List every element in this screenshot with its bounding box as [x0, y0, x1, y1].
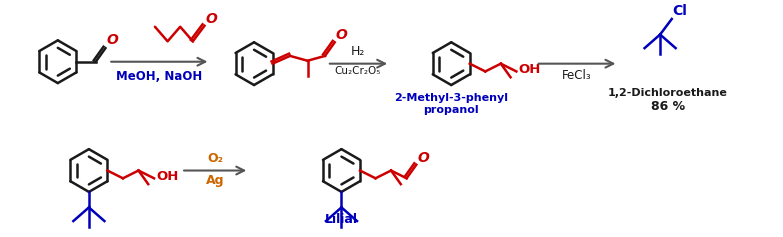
Text: H₂: H₂: [351, 45, 365, 58]
Text: O: O: [205, 12, 217, 26]
Text: O: O: [336, 28, 348, 42]
Text: propanol: propanol: [424, 105, 479, 115]
Text: Cl: Cl: [673, 4, 687, 18]
Text: Lilial: Lilial: [325, 213, 358, 226]
Text: Cu₂Cr₂O₅: Cu₂Cr₂O₅: [335, 66, 381, 77]
Text: 2-Methyl-3-phenyl: 2-Methyl-3-phenyl: [395, 93, 508, 103]
Text: O: O: [106, 33, 118, 47]
Text: OH: OH: [156, 170, 179, 183]
Text: 1,2-Dichloroethane: 1,2-Dichloroethane: [608, 88, 728, 98]
Text: O₂: O₂: [207, 152, 223, 165]
Text: OH: OH: [518, 63, 541, 76]
Text: MeOH, NaOH: MeOH, NaOH: [116, 70, 202, 83]
Text: O: O: [417, 151, 429, 165]
Text: Ag: Ag: [206, 174, 225, 187]
Text: 86 %: 86 %: [651, 100, 685, 113]
Text: FeCl₃: FeCl₃: [561, 69, 591, 82]
